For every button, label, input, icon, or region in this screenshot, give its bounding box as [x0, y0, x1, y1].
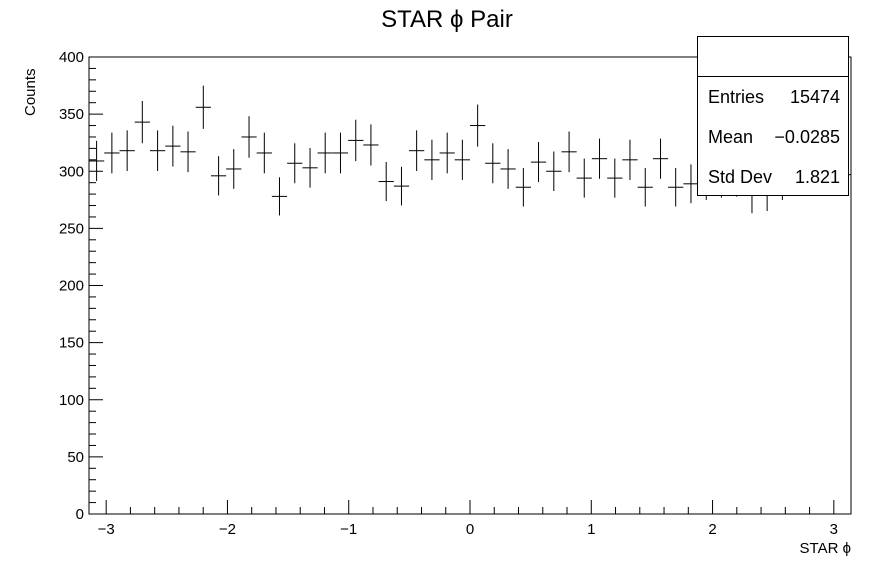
y-tick-label: 400 — [59, 49, 84, 66]
stats-header — [698, 37, 848, 77]
data-point — [210, 156, 227, 196]
data-point — [439, 132, 455, 174]
stats-label: Mean — [708, 126, 754, 147]
data-point — [607, 158, 623, 198]
y-tick-label: 150 — [59, 335, 84, 352]
data-point — [241, 116, 257, 158]
x-tick-label: 3 — [830, 521, 838, 538]
data-point — [363, 124, 379, 166]
stats-row-mean: Mean −0.0285 — [698, 117, 848, 157]
data-point — [561, 131, 577, 173]
x-axis: −3 −2 −1 0 1 2 3 — [98, 500, 838, 538]
x-tick-label: 1 — [587, 521, 595, 538]
data-point — [637, 167, 653, 207]
y-tick-label: 0 — [76, 506, 84, 523]
y-tick-label: 300 — [59, 163, 84, 180]
y-tick-label: 100 — [59, 392, 84, 409]
stats-value: 1.821 — [794, 166, 840, 187]
y-tick-label: 200 — [59, 278, 84, 295]
data-point — [470, 104, 486, 147]
x-tick-label: −3 — [98, 521, 115, 538]
y-tick-label: 350 — [59, 106, 84, 123]
data-point — [180, 131, 196, 173]
data-point — [165, 125, 181, 167]
data-point — [622, 139, 638, 180]
data-point — [424, 139, 440, 180]
data-point — [515, 167, 531, 207]
stats-label: Entries — [708, 86, 765, 107]
y-axis-title: Counts — [22, 68, 39, 116]
data-point — [591, 138, 608, 179]
data-point — [576, 158, 592, 198]
data-point — [668, 167, 684, 207]
chart-title: STAR ϕ Pair — [381, 6, 513, 33]
data-point — [546, 151, 562, 192]
data-point — [88, 140, 105, 182]
stats-value: −0.0285 — [774, 126, 840, 147]
data-point — [348, 119, 364, 162]
y-tick-label: 50 — [67, 449, 84, 466]
data-point — [149, 130, 166, 172]
y-axis: 0 50 100 150 200 250 300 350 400 — [59, 49, 103, 523]
data-point — [500, 149, 516, 189]
data-point — [409, 130, 425, 172]
data-point — [332, 132, 349, 174]
data-point — [302, 147, 318, 188]
stats-value: 15474 — [789, 86, 840, 107]
data-point — [530, 142, 547, 183]
data-point — [271, 177, 288, 216]
stats-row-stddev: Std Dev 1.821 — [698, 157, 848, 197]
data-point — [393, 166, 410, 206]
data-point — [134, 100, 150, 144]
data-point — [454, 139, 470, 180]
data-point — [378, 161, 394, 202]
data-point — [226, 149, 242, 189]
data-point — [195, 85, 211, 129]
x-tick-label: −2 — [219, 521, 236, 538]
data-point — [317, 132, 333, 174]
x-tick-label: −1 — [340, 521, 357, 538]
data-point — [683, 164, 699, 204]
x-axis-title: STAR ϕ — [800, 540, 851, 557]
stats-label: Std Dev — [708, 166, 773, 187]
data-point — [119, 130, 135, 172]
y-tick-label: 250 — [59, 220, 84, 237]
x-tick-label: 2 — [708, 521, 716, 538]
x-tick-label: 0 — [466, 521, 474, 538]
data-point — [287, 143, 303, 184]
stats-box: Entries 15474 Mean −0.0285 Std Dev 1.821 — [697, 36, 849, 196]
data-point — [104, 132, 120, 174]
data-point — [485, 143, 501, 184]
stats-row-entries: Entries 15474 — [698, 77, 848, 117]
data-point — [256, 132, 272, 174]
data-point — [652, 138, 669, 179]
